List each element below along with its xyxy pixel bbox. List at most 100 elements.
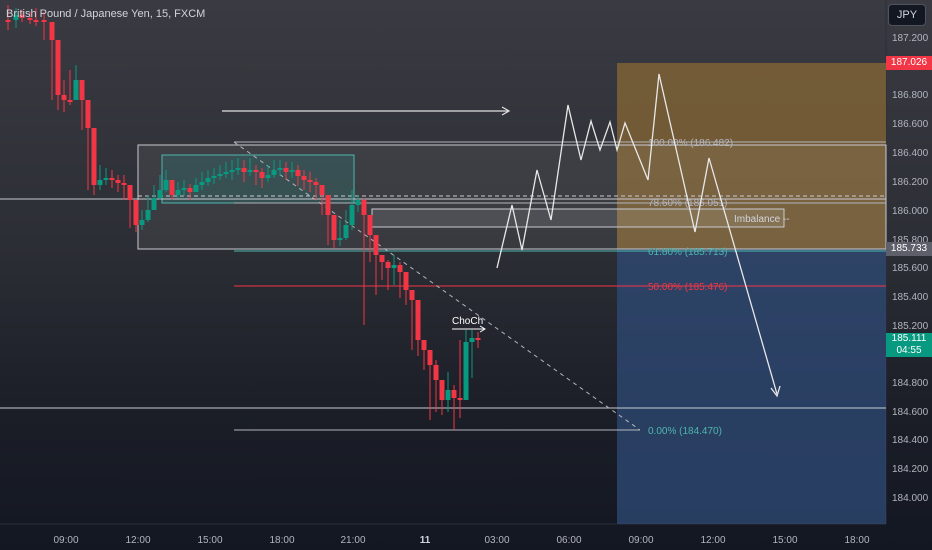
fib-label-0: 0.00% (184.470) [648, 426, 722, 437]
candle-body[interactable] [151, 198, 157, 210]
candle-body[interactable] [103, 178, 109, 180]
candle-body[interactable] [85, 100, 91, 128]
candle-body[interactable] [319, 185, 325, 195]
time-axis[interactable]: 09:00 12:00 15:00 18:00 21:00 11 03:00 06:00 09:… [53, 535, 869, 546]
imbalance-label: Imbalance -- [734, 214, 790, 225]
candle-body[interactable] [49, 22, 55, 40]
candle-body[interactable] [205, 178, 211, 182]
currency-button[interactable]: JPY [888, 4, 926, 26]
candle-body[interactable] [265, 175, 271, 178]
candle-body[interactable] [421, 340, 427, 350]
candle-body[interactable] [241, 168, 247, 172]
candle-body[interactable] [175, 190, 181, 195]
candle-body[interactable] [139, 220, 145, 225]
candle-body[interactable] [235, 168, 241, 170]
candle-body[interactable] [331, 215, 337, 240]
price-tick-label: 186.400 [892, 148, 929, 159]
candle-body[interactable] [337, 238, 343, 240]
candle-body[interactable] [295, 170, 301, 176]
candle-body[interactable] [61, 95, 67, 100]
fib-label-618: 61.80% (185.713) [648, 247, 728, 258]
time-tick-label: 09:00 [628, 535, 653, 546]
price-tick-label: 185.800 [892, 235, 929, 246]
candle-body[interactable] [451, 390, 457, 398]
candle-body[interactable] [115, 180, 121, 183]
candle-body[interactable] [313, 182, 319, 185]
target-zone[interactable] [617, 63, 886, 249]
candle-body[interactable] [13, 15, 19, 20]
candle-body[interactable] [19, 15, 25, 18]
range-box[interactable] [137, 144, 887, 250]
candles-layer[interactable] [5, 5, 481, 430]
candle-body[interactable] [379, 255, 385, 262]
candle-body[interactable] [247, 170, 253, 172]
candle-body[interactable] [5, 20, 11, 22]
candle-body[interactable] [259, 172, 265, 178]
candle-body[interactable] [361, 200, 367, 215]
candle-body[interactable] [127, 185, 133, 200]
candle-body[interactable] [145, 210, 151, 220]
candle-body[interactable] [97, 180, 103, 185]
candle-body[interactable] [415, 300, 421, 340]
candle-body[interactable] [169, 180, 175, 195]
candle-body[interactable] [33, 20, 39, 22]
candle-body[interactable] [73, 80, 79, 100]
price-tick-label: 184.400 [892, 435, 929, 446]
candle-body[interactable] [133, 200, 139, 225]
candle-body[interactable] [427, 350, 433, 365]
candle-body[interactable] [41, 20, 47, 22]
candle-body[interactable] [343, 225, 349, 238]
candle-body[interactable] [121, 183, 127, 185]
candle-body[interactable] [27, 18, 33, 20]
candle-body[interactable] [199, 182, 205, 185]
candle-body[interactable] [439, 380, 445, 400]
candle-body[interactable] [187, 188, 193, 192]
candle-body[interactable] [445, 390, 451, 400]
candle-body[interactable] [301, 176, 307, 180]
candle-body[interactable] [283, 168, 289, 172]
fib-trendline[interactable] [233, 141, 641, 431]
candle-body[interactable] [277, 168, 283, 170]
price-axis[interactable]: 187.200 186.800 186.600 186.400 186.200 186.0… [892, 33, 929, 504]
candle-body[interactable] [271, 170, 277, 175]
candle-body[interactable] [367, 215, 373, 235]
candle-body[interactable] [373, 235, 379, 255]
candle-body[interactable] [349, 205, 355, 225]
candle-body[interactable] [457, 398, 463, 400]
candle-body[interactable] [469, 338, 475, 342]
candle-body[interactable] [409, 290, 415, 300]
candle-body[interactable] [355, 200, 361, 205]
candle-body[interactable] [325, 195, 331, 215]
candle-body[interactable] [307, 180, 313, 182]
candle-body[interactable] [385, 262, 391, 268]
candle-body[interactable] [217, 174, 223, 176]
candle-body[interactable] [67, 100, 73, 102]
candle-body[interactable] [163, 180, 169, 190]
candle-body[interactable] [397, 265, 403, 272]
candle-body[interactable] [463, 342, 469, 400]
stop-zone[interactable] [617, 249, 886, 524]
candle-body[interactable] [55, 40, 61, 95]
candle-body[interactable] [211, 176, 217, 178]
candle-body[interactable] [289, 170, 295, 172]
candle-body[interactable] [433, 365, 439, 380]
candle-body[interactable] [229, 170, 235, 172]
candle-body[interactable] [223, 172, 229, 174]
imbalance-box[interactable] [371, 208, 785, 228]
candle-body[interactable] [109, 178, 115, 180]
candle-body[interactable] [181, 188, 187, 190]
candle-body[interactable] [403, 272, 409, 290]
candle-body[interactable] [91, 128, 97, 185]
time-tick-label: 12:00 [700, 535, 725, 546]
candle-body[interactable] [193, 185, 199, 192]
candle-body[interactable] [253, 170, 259, 172]
price-tick-label: 186.200 [892, 177, 929, 188]
candle-body[interactable] [475, 338, 481, 340]
candle-body[interactable] [79, 80, 85, 100]
projection-path[interactable] [496, 73, 778, 395]
candle-body[interactable] [391, 265, 397, 268]
price-tick-label: 187.200 [892, 33, 929, 44]
candle-body[interactable] [157, 190, 163, 198]
